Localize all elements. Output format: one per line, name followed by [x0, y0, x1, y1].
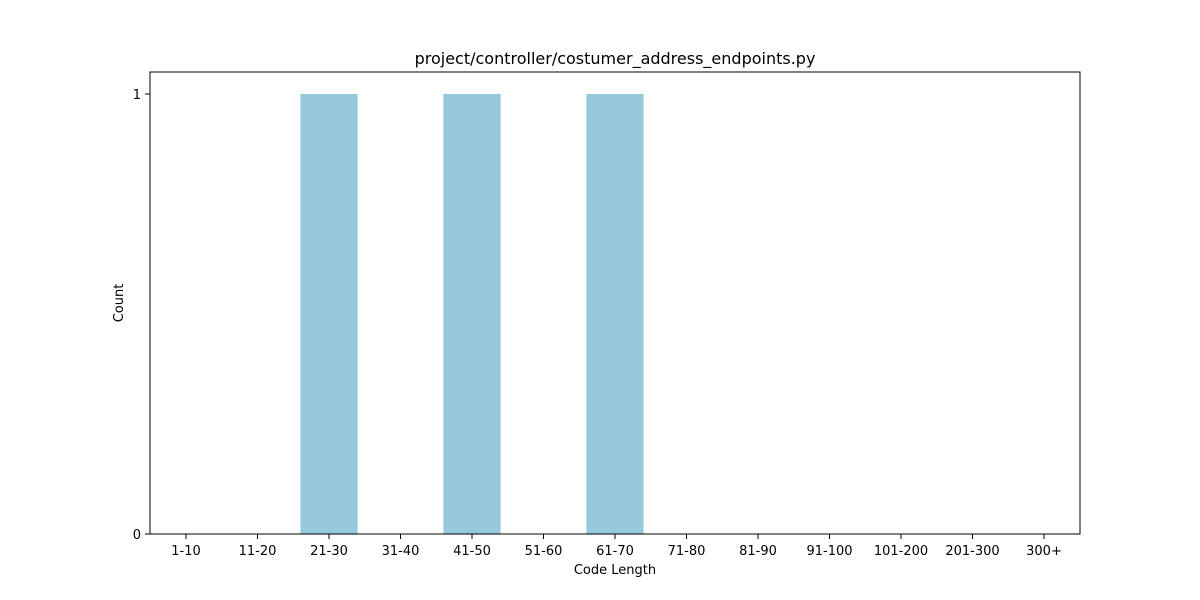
x-tick-label: 91-100 — [806, 544, 852, 559]
bar-61-70 — [586, 94, 644, 534]
x-axis-label: Code Length — [574, 563, 656, 578]
x-tick-label: 81-90 — [739, 544, 777, 559]
x-tick-label: 21-30 — [310, 544, 348, 559]
x-tick-label: 61-70 — [596, 544, 634, 559]
x-tick-label: 71-80 — [668, 544, 706, 559]
x-tick-label: 41-50 — [453, 544, 491, 559]
y-tick-label: 1 — [133, 88, 141, 103]
x-axis: 1-10 11-20 21-30 31-40 41-50 51-60 61-70 71-80 8… — [171, 534, 1062, 559]
bars — [300, 94, 644, 534]
chart-title: project/controller/costumer_address_endp… — [415, 49, 816, 69]
x-tick-label: 1-10 — [171, 544, 201, 559]
y-axis: 01 — [133, 88, 150, 543]
x-tick-label: 51-60 — [525, 544, 563, 559]
x-tick-label: 201-300 — [945, 544, 999, 559]
y-tick-label: 0 — [133, 528, 141, 543]
x-tick-label: 31-40 — [382, 544, 420, 559]
bar-41-50 — [443, 94, 501, 534]
x-tick-label: 101-200 — [874, 544, 928, 559]
bar-21-30 — [300, 94, 358, 534]
y-axis-label: Count — [112, 284, 127, 323]
x-tick-label: 300+ — [1026, 544, 1062, 559]
x-tick-label: 11-20 — [239, 544, 277, 559]
